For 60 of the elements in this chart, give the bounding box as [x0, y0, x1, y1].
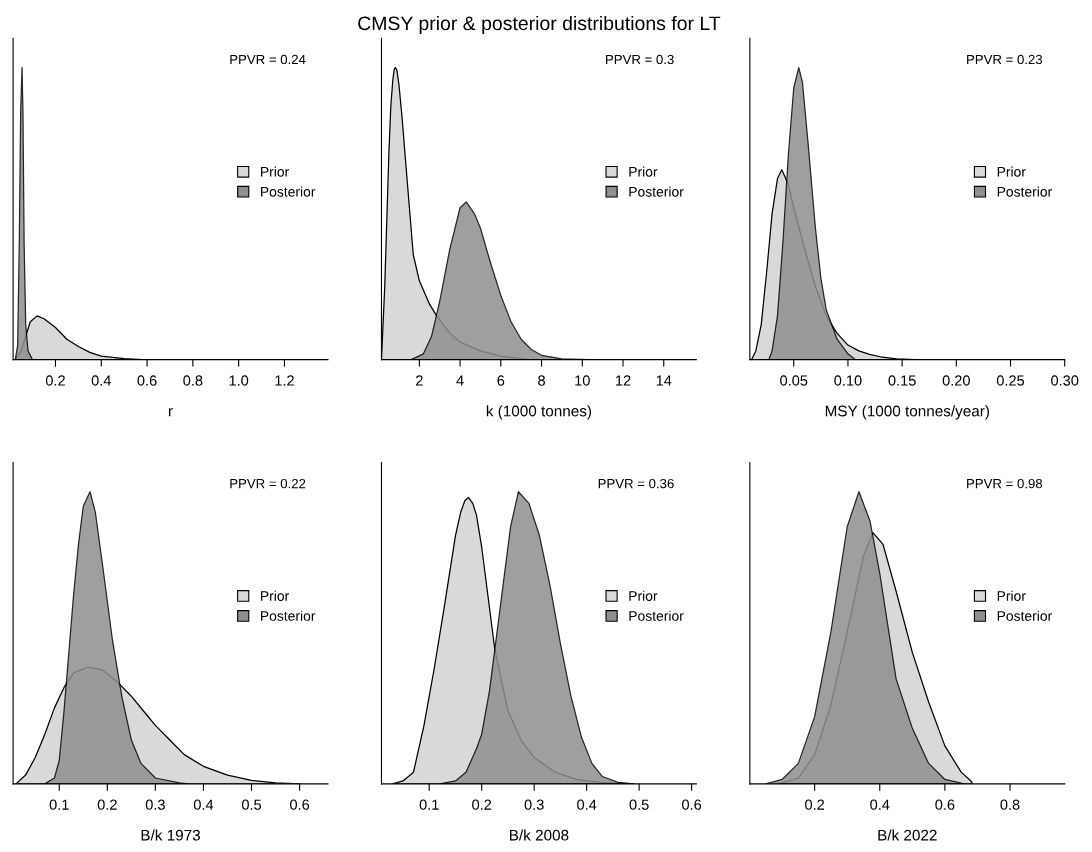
- x-tick-label: 0.20: [942, 375, 970, 386]
- x-axis-title: MSY (1000 tonnes/year): [825, 405, 989, 420]
- x-tick-label: 0.2: [805, 799, 825, 810]
- x-tick-label: 1.2: [275, 375, 294, 386]
- x-tick-label: 4: [456, 375, 464, 386]
- legend-label: Posterior: [629, 186, 684, 197]
- x-tick-label: 0.1: [419, 799, 439, 810]
- x-tick-label: 0.3: [145, 799, 165, 810]
- x-tick-label: 0.30: [1051, 375, 1079, 386]
- x-tick-label: 0.6: [290, 799, 310, 810]
- x-tick-label: 0.8: [1000, 799, 1020, 810]
- x-tick-label: 0.5: [629, 799, 649, 810]
- legend-label: Posterior: [261, 186, 316, 197]
- legend-label: Prior: [261, 166, 289, 177]
- x-axis-title: B/k 2022: [878, 829, 937, 841]
- x-axis-title: r: [169, 408, 173, 417]
- x-tick-label: 2: [416, 375, 423, 386]
- x-tick-label: 0.2: [45, 375, 65, 386]
- x-tick-label: 14: [656, 375, 672, 386]
- x-tick-label: 6: [497, 375, 505, 386]
- legend-label: Prior: [629, 590, 658, 601]
- x-tick-label: 0.6: [935, 799, 955, 810]
- legend-label: Posterior: [997, 610, 1052, 621]
- x-tick-label: 0.10: [834, 375, 862, 386]
- x-tick-label: 0.4: [193, 799, 214, 810]
- text: PPVR = 0.98: [967, 478, 1043, 489]
- legend-label: Posterior: [997, 186, 1052, 197]
- x-tick-label: 0.5: [241, 799, 262, 810]
- x-tick-label: 0.8: [183, 375, 203, 386]
- text: PPVR = 0.36: [598, 478, 674, 489]
- x-tick-label: 0.3: [524, 799, 544, 810]
- x-tick-label: 0.05: [780, 375, 808, 386]
- x-tick-label: 0.4: [577, 799, 597, 810]
- x-tick-label: 0.4: [870, 799, 890, 810]
- chart-title: CMSY prior & posterior distributions for LT: [358, 15, 721, 35]
- legend-label: Prior: [997, 166, 1026, 177]
- legend-label: Prior: [261, 590, 289, 601]
- x-tick-label: 0.4: [91, 375, 111, 386]
- text: PPVR = 0.3: [606, 54, 674, 65]
- x-tick-label: 0.15: [888, 375, 916, 386]
- x-tick-label: 0.2: [472, 799, 492, 810]
- legend-label: Prior: [629, 166, 658, 177]
- text: PPVR = 0.22: [230, 478, 306, 489]
- x-axis-title: k (1000 tonnes): [486, 405, 592, 420]
- legend-label: Posterior: [629, 610, 684, 621]
- text: PPVR = 0.24: [230, 54, 306, 65]
- x-tick-label: 0.6: [682, 799, 702, 810]
- legend-label: Prior: [997, 590, 1026, 601]
- x-tick-label: 0.6: [137, 375, 157, 386]
- x-axis-title: B/k 1973: [141, 829, 201, 841]
- x-axis-title: B/k 2008: [510, 829, 569, 841]
- x-tick-label: 8: [538, 375, 545, 386]
- x-tick-label: 1.0: [229, 375, 249, 386]
- x-tick-label: 0.1: [49, 799, 69, 810]
- text: PPVR = 0.23: [967, 54, 1043, 65]
- x-tick-label: 10: [575, 375, 590, 386]
- legend-label: Posterior: [261, 610, 316, 621]
- x-tick-label: 0.25: [996, 375, 1025, 386]
- x-tick-label: 0.2: [97, 799, 117, 810]
- x-tick-label: 12: [616, 375, 631, 386]
